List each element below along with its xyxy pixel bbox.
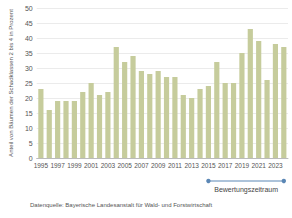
svg-text:2005: 2005 — [117, 162, 132, 169]
svg-text:2015: 2015 — [201, 162, 216, 169]
svg-text:2021: 2021 — [251, 162, 266, 169]
svg-text:Anteil von Bäumen der Schadkla: Anteil von Bäumen der Schadklassen 2 bis… — [8, 9, 14, 157]
svg-text:2007: 2007 — [134, 162, 149, 169]
svg-text:2013: 2013 — [184, 162, 199, 169]
svg-text:2003: 2003 — [101, 162, 116, 169]
svg-text:2019: 2019 — [235, 162, 250, 169]
svg-text:15: 15 — [25, 110, 33, 117]
svg-text:Datenquelle: Bayerische Landes: Datenquelle: Bayerische Landesanstalt fü… — [30, 202, 213, 208]
svg-text:1997: 1997 — [50, 162, 65, 169]
svg-text:1999: 1999 — [67, 162, 82, 169]
svg-text:1995: 1995 — [34, 162, 49, 169]
svg-text:2011: 2011 — [168, 162, 182, 169]
svg-text:2017: 2017 — [218, 162, 233, 169]
svg-text:35: 35 — [25, 50, 33, 57]
svg-text:10: 10 — [25, 125, 33, 132]
svg-text:2023: 2023 — [268, 162, 283, 169]
svg-text:25: 25 — [25, 80, 33, 87]
svg-text:Bewertungszeitraum: Bewertungszeitraum — [214, 186, 278, 194]
svg-text:2009: 2009 — [151, 162, 166, 169]
svg-text:45: 45 — [25, 20, 33, 27]
svg-text:30: 30 — [25, 65, 33, 72]
svg-text:40: 40 — [25, 35, 33, 42]
svg-text:2001: 2001 — [84, 162, 99, 169]
svg-text:0: 0 — [29, 155, 33, 162]
svg-text:50: 50 — [25, 5, 33, 12]
svg-text:5: 5 — [29, 140, 33, 147]
svg-text:20: 20 — [25, 95, 33, 102]
